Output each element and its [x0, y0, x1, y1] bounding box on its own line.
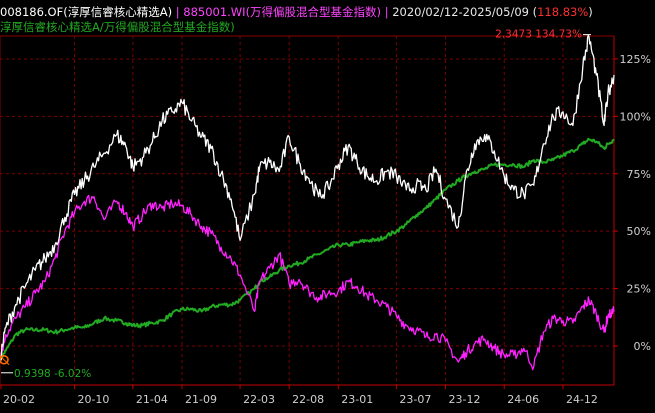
y-tick-label: 0% [634, 340, 651, 353]
x-tick-label: 24-06 [507, 393, 539, 406]
grid-lines [0, 36, 614, 385]
x-tick-label: 20-10 [77, 393, 109, 406]
index-series-label[interactable]: 885001.WI(万得偏股混合型基金指数) [183, 5, 382, 19]
range-return-bracket-open: ( [532, 5, 538, 19]
start-marker-cross [0, 355, 10, 366]
x-tick-label: 21-04 [136, 393, 168, 406]
x-tick-label: 22-08 [292, 393, 324, 406]
header-separator: | [384, 5, 389, 19]
chart-header-line-2: 淳厚信睿核心精选A/万得偏股混合型基金指数) [0, 20, 235, 34]
max-value-label: 2.3473 134.73% [495, 29, 582, 41]
index-series-line[interactable] [0, 194, 615, 371]
series-lines [0, 34, 615, 371]
date-range: 2020/02/12-2025/05/09 [392, 5, 529, 19]
x-axis-ticks: 20-02 20-10 21-04 21-09 22-03 22-08 23-01 23-07… [0, 385, 598, 406]
annotations: 2.3473 134.73% 0.9398 -6.02% [0, 29, 591, 380]
x-tick-label: 21-09 [185, 393, 217, 406]
y-tick-label: 75% [627, 168, 651, 181]
fund-series-line[interactable] [0, 34, 615, 361]
y-tick-label: 100% [620, 110, 651, 123]
x-tick-label: 22-03 [243, 393, 275, 406]
start-marker [0, 354, 9, 365]
plot-frame [0, 35, 615, 386]
y-tick-label: 125% [620, 53, 651, 66]
x-tick-label: 23-07 [399, 393, 431, 406]
excess-series-line[interactable] [0, 137, 615, 362]
x-tick-label: 23-12 [448, 393, 480, 406]
y-axis-ticks: 0% 25% 50% 75% 100% 125% [614, 53, 651, 353]
header-separator: | [175, 5, 180, 19]
excess-series-label[interactable]: 淳厚信睿核心精选A/万得偏股混合型基金指数) [0, 20, 235, 34]
x-tick-label: 24-12 [566, 393, 598, 406]
x-tick-label: 20-02 [3, 393, 35, 406]
min-value-label: 0.9398 -6.02% [14, 368, 91, 380]
fund-series-label[interactable]: 008186.OF(淳厚信睿核心精选A) [0, 5, 173, 19]
range-return-bracket-close: ) [588, 5, 593, 19]
chart-header-line-1: 008186.OF(淳厚信睿核心精选A) | 885001.WI(万得偏股混合型… [0, 5, 593, 19]
y-tick-label: 25% [627, 283, 651, 296]
y-tick-label: 50% [627, 225, 651, 238]
x-tick-label: 23-01 [341, 393, 373, 406]
range-return-value: 118.83% [537, 5, 589, 19]
